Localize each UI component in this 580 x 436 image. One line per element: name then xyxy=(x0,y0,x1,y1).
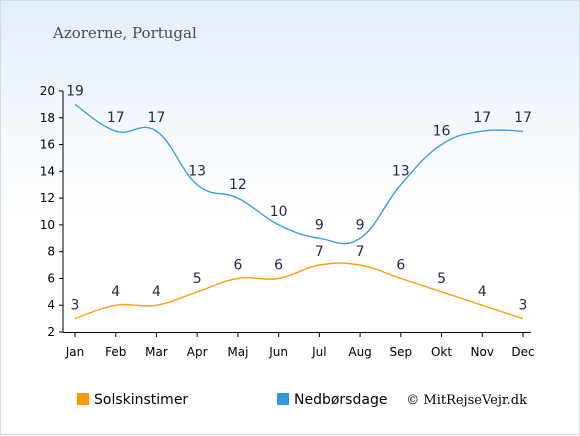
data-label-rain-days: 9 xyxy=(315,217,324,233)
x-tick-label: Apr xyxy=(187,345,208,359)
y-tick-label: 2 xyxy=(47,325,55,339)
y-tick-label: 6 xyxy=(47,271,55,285)
x-tick-label: Nov xyxy=(471,345,494,359)
legend-swatch-sun-hours xyxy=(77,393,89,405)
series-lines-group xyxy=(74,103,524,320)
y-tick-label: 14 xyxy=(40,164,55,178)
data-label-sun-hours: 3 xyxy=(519,298,528,314)
y-tick-label: 10 xyxy=(40,218,55,232)
y-tick-label: 18 xyxy=(40,111,55,125)
legend-swatch-rain-days xyxy=(277,393,289,405)
data-label-rain-days: 12 xyxy=(229,177,247,193)
data-label-sun-hours: 4 xyxy=(478,284,487,300)
y-tick-label: 12 xyxy=(40,191,55,205)
x-tick-label: Okt xyxy=(431,345,452,359)
x-tick-label: Jan xyxy=(65,345,85,359)
data-label-rain-days: 17 xyxy=(107,110,125,126)
credit-text: © MitRejseVejr.dk xyxy=(406,393,527,408)
y-tick-label: 20 xyxy=(40,84,55,98)
data-label-rain-days: 10 xyxy=(270,204,288,220)
data-labels-group: 3 4 4 5 6 6 7 7 6 5 4 3 19 17 17 13 12 10 9 9 13 16 17 17 xyxy=(66,83,532,313)
x-tick-label: Aug xyxy=(348,345,371,359)
axes-group: 2 4 6 8 10 12 14 16 18 20 Jan Feb Mar Apr Maj Jun Jul Aug… xyxy=(40,84,535,359)
data-label-sun-hours: 7 xyxy=(315,244,324,260)
y-tick-label: 16 xyxy=(40,138,55,152)
data-label-rain-days: 17 xyxy=(148,110,166,126)
data-label-sun-hours: 4 xyxy=(152,284,161,300)
data-label-rain-days: 17 xyxy=(473,110,491,126)
x-tick-label: Jun xyxy=(268,345,288,359)
x-tick-label: Mar xyxy=(145,345,168,359)
series-line-sun-hours xyxy=(74,262,524,320)
data-label-rain-days: 13 xyxy=(188,164,206,180)
data-label-sun-hours: 6 xyxy=(396,257,405,273)
x-tick-label: Sep xyxy=(390,345,413,359)
data-label-rain-days: 19 xyxy=(66,83,84,99)
x-tick-label: Dec xyxy=(511,345,534,359)
data-label-sun-hours: 5 xyxy=(193,271,202,287)
data-label-rain-days: 9 xyxy=(356,217,365,233)
data-label-rain-days: 13 xyxy=(392,164,410,180)
x-tick-label: Jul xyxy=(311,345,326,359)
data-label-sun-hours: 6 xyxy=(233,257,242,273)
legend: Solskinstimer Nedbørsdage xyxy=(77,392,387,408)
data-label-sun-hours: 6 xyxy=(274,257,283,273)
data-label-sun-hours: 7 xyxy=(356,244,365,260)
data-label-sun-hours: 3 xyxy=(71,298,80,314)
series-line-rain-days xyxy=(74,103,524,245)
legend-label-sun-hours: Solskinstimer xyxy=(94,392,188,408)
legend-label-rain-days: Nedbørsdage xyxy=(294,392,387,408)
data-label-rain-days: 17 xyxy=(514,110,532,126)
chart-title: Azorerne, Portugal xyxy=(52,24,197,42)
data-label-sun-hours: 5 xyxy=(437,271,446,287)
y-tick-label: 4 xyxy=(47,298,55,312)
x-tick-label: Maj xyxy=(227,345,248,359)
data-label-sun-hours: 4 xyxy=(111,284,120,300)
y-tick-label: 8 xyxy=(47,245,55,259)
data-label-rain-days: 16 xyxy=(433,124,451,140)
x-tick-label: Feb xyxy=(105,345,126,359)
